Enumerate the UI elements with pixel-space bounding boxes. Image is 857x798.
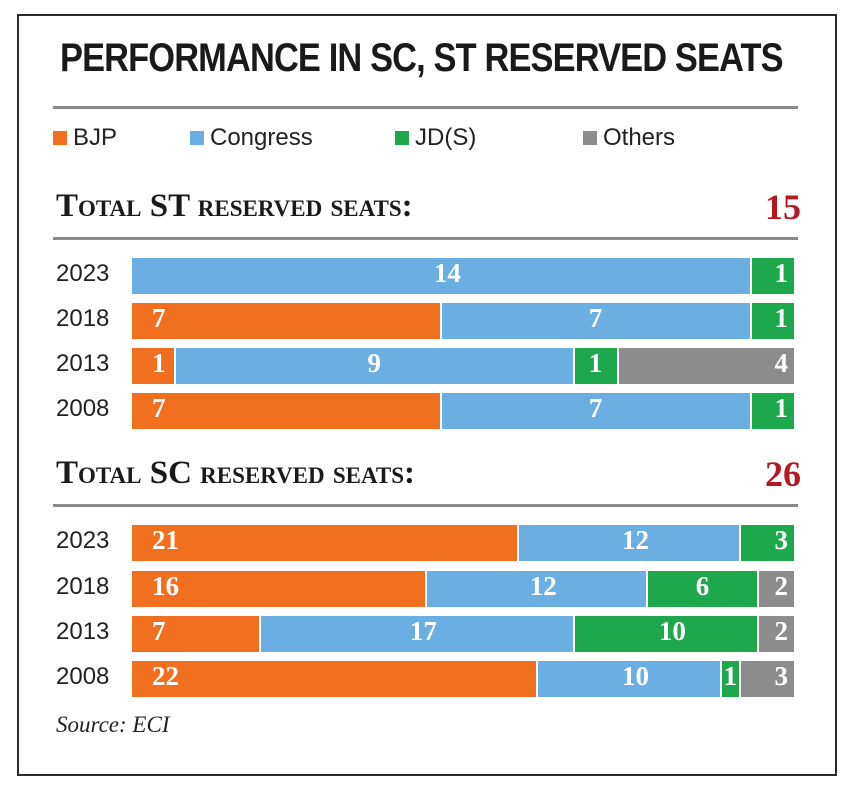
legend-item-jds: JD(S)	[395, 124, 476, 152]
legend-label-congress: Congress	[210, 124, 313, 151]
st-data-label: 1	[774, 303, 788, 333]
sc-bar-segment: 12	[519, 525, 741, 561]
sc-data-label: 2	[774, 616, 788, 646]
st-year-label: 2018	[56, 305, 110, 332]
sc-bar-segment: 17	[261, 616, 575, 652]
st-bar-segment: 1	[751, 393, 796, 429]
st-year-label: 2008	[56, 395, 110, 422]
sc-data-label: 10	[621, 661, 649, 691]
st-data-label: 9	[367, 348, 381, 378]
st-section-rule	[53, 237, 798, 240]
legend-label-jds: JD(S)	[415, 124, 477, 151]
sc-data-label: 12	[529, 571, 557, 601]
st-data-label: 1	[774, 258, 788, 288]
sc-data-label: 3	[774, 661, 788, 691]
sc-bar-segment: 22	[132, 661, 538, 697]
st-bar-segment: 4	[618, 348, 796, 384]
sc-bar-segment: 2	[759, 616, 796, 652]
sc-total-seats: 26	[765, 454, 801, 494]
st-bar-row: 7 7 1	[132, 393, 796, 429]
st-bar-segment: 14	[132, 258, 752, 294]
st-bar-segment: 1	[574, 348, 619, 384]
st-data-label: 7	[152, 303, 166, 333]
sc-bar-segment: 6	[648, 571, 760, 607]
st-bar-row: 14 1	[132, 258, 796, 294]
sc-data-label: 10	[658, 616, 686, 646]
st-bar-segment: 1	[751, 258, 796, 294]
sc-data-label: 2	[774, 571, 788, 601]
sc-data-label: 17	[409, 616, 437, 646]
st-bar-segment: 7	[441, 393, 752, 429]
title-rule	[53, 106, 798, 109]
st-section-heading: Total ST reserved seats:	[56, 188, 413, 224]
sc-data-label: 16	[152, 571, 179, 601]
sc-bar-segment: 21	[132, 525, 520, 561]
sc-bar-segment: 16	[132, 571, 428, 607]
sc-bar-segment: 3	[740, 661, 796, 697]
legend-item-bjp: BJP	[53, 124, 117, 152]
sc-data-label: 12	[621, 525, 649, 555]
legend-swatch-others	[583, 131, 597, 145]
sc-bar-row: 7 17 10 2	[132, 616, 796, 652]
sc-bar-segment: 12	[427, 571, 649, 607]
sc-bar-segment: 10	[537, 661, 723, 697]
st-bar-row: 7 7 1	[132, 303, 796, 339]
st-bar-segment: 7	[132, 303, 442, 339]
st-bar-segment: 7	[132, 393, 442, 429]
sc-year-label: 2008	[56, 663, 110, 690]
st-data-label: 1	[152, 348, 166, 378]
legend-item-others: Others	[583, 124, 675, 152]
legend-swatch-jds	[395, 131, 409, 145]
st-bar-segment: 7	[441, 303, 752, 339]
st-data-label: 1	[774, 393, 788, 423]
sc-bar-row: 16 12 6 2	[132, 571, 796, 607]
chart-title: PERFORMANCE IN SC, ST RESERVED SEATS	[60, 36, 784, 80]
sc-year-label: 2013	[56, 618, 110, 645]
st-year-label: 2023	[56, 260, 110, 287]
legend-swatch-congress	[190, 131, 204, 145]
st-data-label: 7	[588, 393, 603, 423]
legend-label-bjp: BJP	[73, 124, 118, 151]
legend-swatch-bjp	[53, 131, 67, 145]
sc-section-rule	[53, 504, 798, 507]
sc-year-label: 2018	[56, 573, 110, 600]
st-data-label: 14	[433, 258, 461, 288]
sc-bar-row: 22 10 1 3	[132, 661, 796, 697]
st-data-label: 4	[774, 348, 788, 378]
sc-section-heading: Total SC reserved seats:	[56, 455, 416, 491]
st-data-label: 1	[588, 348, 603, 378]
legend-label-others: Others	[603, 124, 676, 151]
sc-data-label: 22	[152, 661, 179, 691]
st-total-seats: 15	[765, 187, 801, 227]
st-year-label: 2013	[56, 350, 110, 377]
st-bar-segment: 9	[176, 348, 575, 384]
sc-bar-segment: 1	[722, 661, 741, 697]
sc-bar-segment: 2	[759, 571, 796, 607]
sc-bar-row: 21 12 3	[132, 525, 796, 561]
sc-bar-segment: 3	[740, 525, 796, 561]
st-data-label: 7	[152, 393, 166, 423]
st-data-label: 7	[588, 303, 603, 333]
legend-item-congress: Congress	[190, 124, 313, 152]
sc-year-label: 2023	[56, 527, 110, 554]
st-bar-segment: 1	[132, 348, 177, 384]
legend: BJP Congress JD(S) Others	[53, 124, 798, 154]
source-note: Source: ECI	[56, 712, 170, 737]
st-bar-segment: 1	[751, 303, 796, 339]
sc-bar-segment: 7	[132, 616, 262, 652]
sc-bar-segment: 10	[574, 616, 760, 652]
sc-data-label: 7	[152, 616, 166, 646]
sc-data-label: 21	[152, 525, 179, 555]
sc-data-label: 1	[723, 661, 737, 691]
sc-data-label: 6	[695, 571, 710, 601]
sc-data-label: 3	[774, 525, 788, 555]
